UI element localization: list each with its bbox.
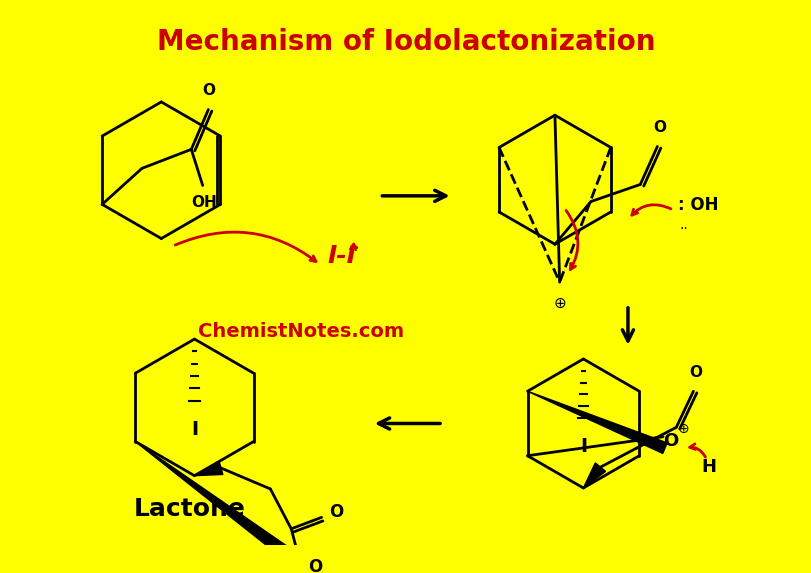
Text: I: I [579, 437, 586, 456]
Polygon shape [195, 462, 222, 476]
Text: ChemistNotes.com: ChemistNotes.com [197, 322, 403, 341]
Text: O: O [663, 431, 677, 450]
Text: H: H [700, 458, 715, 476]
Polygon shape [582, 463, 605, 488]
Text: I: I [191, 419, 198, 439]
Text: ⊕: ⊕ [552, 296, 565, 311]
Text: I-I: I-I [327, 244, 355, 268]
Polygon shape [135, 442, 301, 566]
Text: ⊕: ⊕ [677, 422, 689, 436]
Text: ..: .. [678, 218, 687, 231]
Text: O: O [202, 83, 215, 98]
Text: Lactone: Lactone [134, 497, 246, 521]
Text: O: O [308, 558, 322, 573]
Text: : OH: : OH [677, 197, 718, 214]
Polygon shape [527, 391, 667, 453]
Text: O: O [328, 503, 343, 521]
Text: O: O [688, 365, 701, 380]
Text: Mechanism of Iodolactonization: Mechanism of Iodolactonization [157, 28, 654, 56]
Text: OH: OH [191, 195, 217, 210]
Text: O: O [652, 120, 665, 135]
